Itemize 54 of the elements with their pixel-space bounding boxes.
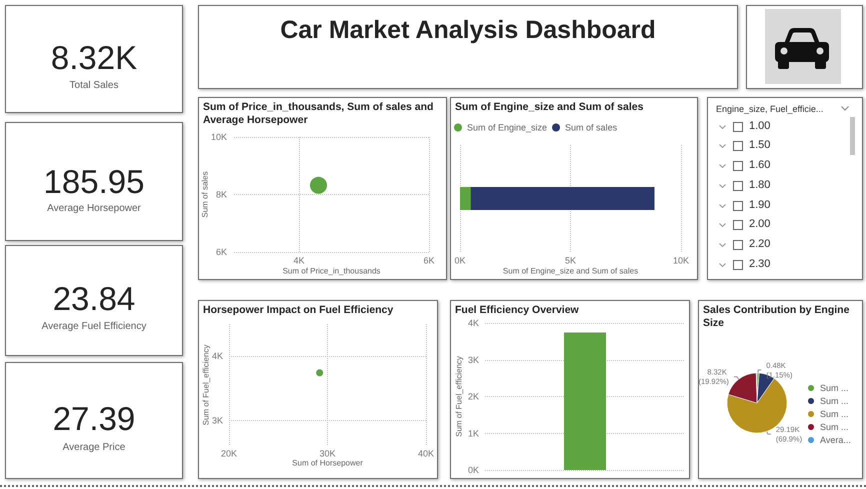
text: 185.95 bbox=[42, 163, 146, 201]
text: Average Fuel Efficiency bbox=[40, 321, 148, 333]
text: 1.80 bbox=[749, 178, 770, 192]
legend-label: Sum of Engine_size bbox=[467, 122, 548, 132]
legend-label: Sum ... bbox=[820, 396, 849, 406]
y-tick-label: 4K bbox=[212, 351, 223, 362]
x-tick-label: 20K bbox=[220, 448, 238, 458]
text: 1.60 bbox=[749, 159, 770, 172]
y-tick-label: 3K bbox=[212, 415, 223, 426]
x-axis-title: Sum of Engine_size and Sum of sales bbox=[455, 101, 644, 114]
chart-title: Fuel Efficiency Overview bbox=[455, 304, 580, 317]
text: 1.50 bbox=[749, 139, 770, 152]
x-tick-label: 40K bbox=[418, 448, 434, 458]
legend-label: Sum ... bbox=[820, 422, 849, 432]
y-tick-label: 2K bbox=[468, 392, 479, 402]
text: 23.84 bbox=[52, 280, 136, 318]
text: Average Horsepower bbox=[46, 203, 142, 215]
text: 1.90 bbox=[749, 198, 770, 212]
text: 2.20 bbox=[749, 238, 770, 251]
text: Engine_size, Fuel_efficie... bbox=[716, 104, 824, 115]
x-tick-label: 4K bbox=[293, 256, 305, 266]
x-axis-title: Sum of Price_in_thousands bbox=[282, 266, 380, 276]
y-tick-label: 8K bbox=[216, 190, 227, 200]
x-axis-title: Sum of Horsepower bbox=[292, 458, 364, 468]
y-tick-label: 0K bbox=[468, 465, 479, 475]
y-tick-label: 6K bbox=[216, 247, 227, 257]
legend-label: Sum ... bbox=[820, 409, 849, 419]
y-tick-label: 1K bbox=[468, 428, 479, 438]
legend-label: Avera... bbox=[820, 435, 851, 445]
y-tick-label: 10K bbox=[210, 132, 227, 142]
x-tick-label: 30K bbox=[319, 448, 336, 458]
text: 8.32K bbox=[50, 39, 138, 77]
chart-title: Sum of Price_in_thousands, Sum of sales and Average Horsepower bbox=[203, 101, 434, 127]
text: Total Sales bbox=[68, 80, 120, 92]
chart-title: Horsepower Impact on Fuel Efficiency bbox=[203, 304, 394, 317]
text: 1.00 bbox=[749, 120, 770, 133]
x-tick-label: 10K bbox=[672, 256, 690, 266]
text: Sum of Engine_size and Sum of sales bbox=[502, 266, 638, 276]
x-tick-label: 0K bbox=[454, 256, 466, 266]
legend-label: Sum of sales bbox=[565, 122, 618, 132]
chart-title: Sales Contribution by Engine Size bbox=[703, 304, 850, 330]
text: Car Market Analysis Dashboard bbox=[279, 15, 657, 45]
x-tick-label: 6K bbox=[423, 256, 435, 266]
y-axis-title: Sum of sales bbox=[200, 171, 210, 218]
y-axis-title: Sum of Fuel_efficiency bbox=[454, 356, 464, 437]
y-tick-label: 3K bbox=[468, 354, 479, 365]
text: 27.39 bbox=[52, 400, 136, 438]
legend-label: Sum ... bbox=[820, 383, 849, 393]
text: Average Price bbox=[62, 442, 126, 454]
x-tick-label: 5K bbox=[564, 256, 576, 266]
text: 2.30 bbox=[749, 258, 770, 271]
y-axis-title: Sum of Fuel_efficiency bbox=[202, 344, 210, 426]
text: 2.00 bbox=[749, 218, 770, 232]
y-tick-label: 4K bbox=[468, 318, 479, 328]
